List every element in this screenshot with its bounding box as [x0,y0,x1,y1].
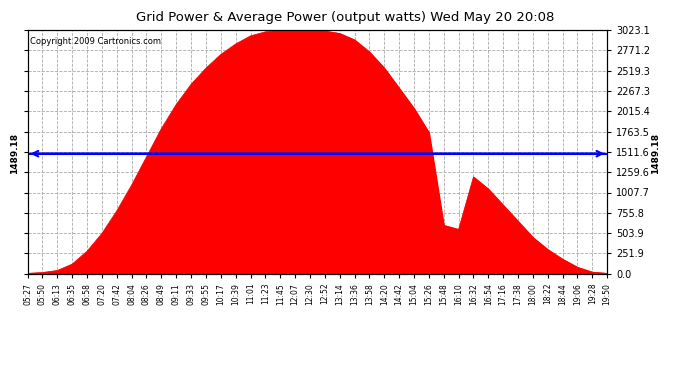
Text: 1489.18: 1489.18 [651,133,660,174]
Text: Grid Power & Average Power (output watts) Wed May 20 20:08: Grid Power & Average Power (output watts… [136,11,554,24]
Text: 1489.18: 1489.18 [10,133,19,174]
Text: Copyright 2009 Cartronics.com: Copyright 2009 Cartronics.com [30,38,161,46]
